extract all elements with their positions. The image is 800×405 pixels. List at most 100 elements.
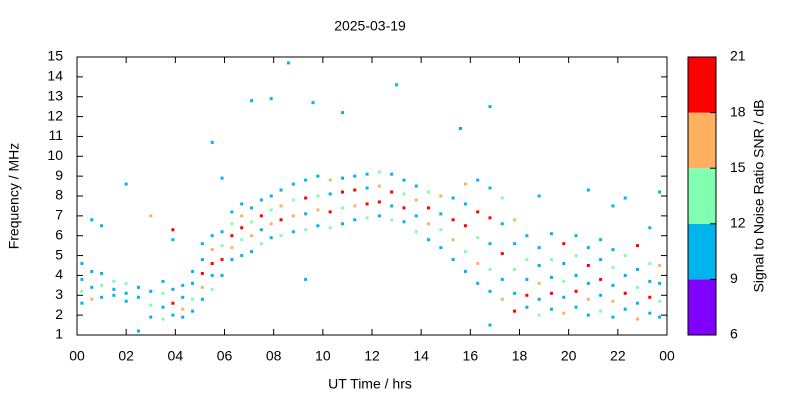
x-tick-label: 20: [561, 348, 577, 364]
point: [500, 277, 504, 281]
point: [636, 285, 639, 289]
x-tick-label: 22: [610, 348, 626, 364]
point: [80, 301, 84, 305]
point: [124, 291, 128, 295]
y-tick-label: 11: [48, 127, 63, 143]
point: [200, 271, 204, 275]
point: [191, 269, 195, 273]
point: [611, 204, 615, 208]
x-tick-label: 00: [69, 348, 85, 364]
point: [161, 305, 165, 309]
point: [328, 210, 332, 214]
x-axis-label: UT Time / hrs: [328, 376, 412, 392]
point: [210, 262, 214, 266]
point: [574, 254, 578, 258]
y-tick-label: 1: [55, 326, 63, 342]
point: [451, 258, 455, 262]
y-tick-label: 7: [55, 207, 63, 223]
point: [390, 172, 394, 176]
point: [80, 262, 84, 266]
point: [513, 242, 517, 246]
point: [124, 299, 128, 303]
point: [574, 305, 578, 309]
point: [427, 222, 431, 226]
point: [80, 277, 84, 281]
point: [304, 178, 308, 182]
point: [240, 254, 244, 258]
point: [599, 293, 603, 297]
point: [636, 301, 639, 305]
point: [525, 234, 529, 238]
point: [402, 178, 406, 182]
point: [100, 271, 104, 275]
x-tick-label: 08: [266, 348, 282, 364]
point: [459, 126, 462, 130]
point: [259, 228, 263, 232]
y-tick-label: 3: [55, 286, 63, 302]
point: [599, 277, 603, 281]
point: [365, 216, 369, 220]
point: [230, 246, 234, 250]
point: [100, 283, 104, 287]
point: [636, 244, 639, 248]
point: [230, 258, 234, 262]
point: [549, 291, 553, 295]
point: [658, 264, 662, 267]
point: [365, 202, 369, 206]
point: [100, 295, 104, 299]
colorbar-label: Signal to Noise Ratio SNR / dB: [751, 100, 767, 293]
point: [623, 291, 627, 295]
point: [304, 212, 308, 216]
y-axis-label: Frequency / MHz: [6, 143, 22, 250]
y-tick-label: 2: [55, 306, 63, 322]
point: [291, 230, 295, 234]
marks: [80, 61, 662, 333]
point: [658, 190, 662, 194]
y-tick-label: 12: [47, 107, 63, 123]
point: [341, 176, 344, 180]
point: [304, 228, 308, 232]
point: [463, 182, 467, 186]
point: [476, 236, 480, 240]
point: [171, 313, 175, 317]
point: [328, 226, 332, 230]
point: [353, 204, 357, 208]
point: [279, 204, 283, 208]
point: [304, 277, 308, 281]
point: [316, 174, 320, 178]
point: [124, 182, 128, 186]
point: [291, 198, 295, 202]
point: [562, 311, 566, 315]
point: [611, 283, 615, 287]
y-tick-label: 15: [47, 48, 63, 64]
point: [112, 279, 116, 283]
point: [427, 238, 431, 242]
colorbar-border: [687, 56, 717, 336]
point: [488, 186, 492, 190]
point: [611, 299, 615, 303]
point: [513, 218, 517, 222]
point: [210, 287, 214, 291]
point: [414, 184, 418, 188]
point: [220, 244, 224, 248]
point: [537, 264, 541, 267]
point: [316, 224, 320, 228]
y-tick-label: 6: [55, 226, 63, 242]
point: [562, 262, 566, 266]
point: [90, 297, 94, 301]
point: [414, 214, 418, 218]
point: [269, 222, 273, 226]
point: [80, 289, 84, 293]
point: [291, 214, 295, 218]
point: [365, 172, 369, 176]
point: [112, 287, 116, 291]
point: [611, 315, 615, 319]
point: [488, 323, 492, 327]
point: [525, 277, 529, 281]
point: [476, 281, 480, 285]
point: [586, 313, 590, 317]
point: [658, 281, 662, 285]
point: [269, 194, 273, 198]
point: [390, 204, 394, 208]
point: [171, 287, 175, 291]
